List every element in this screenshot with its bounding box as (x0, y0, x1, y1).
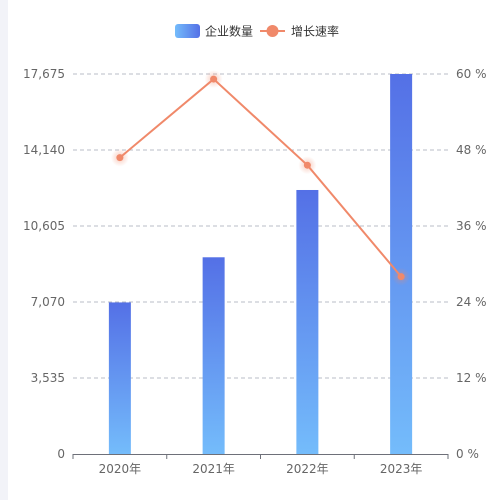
y-left-tick-label: 10,605 (23, 219, 65, 233)
bar-2022年[interactable] (296, 189, 319, 454)
y-axis-left: 0 3,535 7,070 10,605 14,140 17,675 (23, 67, 65, 461)
left-edge-strip (0, 0, 8, 500)
growth-rate-point-2022年[interactable] (303, 161, 311, 169)
y-left-tick-label: 3,535 (31, 371, 65, 385)
y-right-tick-label: 0 % (456, 447, 479, 461)
growth-rate-point-2023年[interactable] (397, 273, 405, 281)
y-left-tick-label: 17,675 (23, 67, 65, 81)
bar-series (108, 74, 413, 454)
bar-2021年[interactable] (202, 257, 225, 454)
growth-rate-point-2021年[interactable] (210, 75, 218, 83)
y-left-tick-label: 7,070 (31, 295, 65, 309)
x-tick-label: 2021年 (192, 462, 235, 476)
y-right-tick-label: 12 % (456, 371, 487, 385)
y-axis-right: 0 % 12 % 24 % 36 % 48 % 60 % (456, 67, 487, 461)
y-right-tick-label: 24 % (456, 295, 487, 309)
bar-2020年[interactable] (108, 302, 131, 454)
y-left-tick-label: 0 (57, 447, 65, 461)
x-axis: 2020年 2021年 2022年 2023年 (72, 454, 449, 476)
x-tick-label: 2023年 (380, 462, 423, 476)
line-series (110, 70, 411, 286)
bar-2023年[interactable] (390, 74, 413, 454)
legend-bar-label[interactable]: 企业数量 (205, 24, 253, 39)
legend-line-label[interactable]: 增长速率 (291, 24, 339, 39)
x-tick-label: 2022年 (286, 462, 329, 476)
legend[interactable]: 企业数量 增长速率 (175, 24, 339, 39)
y-right-tick-label: 60 % (456, 67, 487, 81)
legend-line-marker[interactable] (266, 25, 279, 37)
x-tick-label: 2020年 (99, 462, 142, 476)
y-left-tick-label: 14,140 (23, 143, 65, 157)
growth-rate-point-2020年[interactable] (116, 154, 124, 162)
legend-bar-swatch[interactable] (175, 24, 200, 38)
y-right-tick-label: 48 % (456, 143, 487, 157)
y-right-tick-label: 36 % (456, 219, 487, 233)
growth-rate-line (119, 77, 402, 278)
